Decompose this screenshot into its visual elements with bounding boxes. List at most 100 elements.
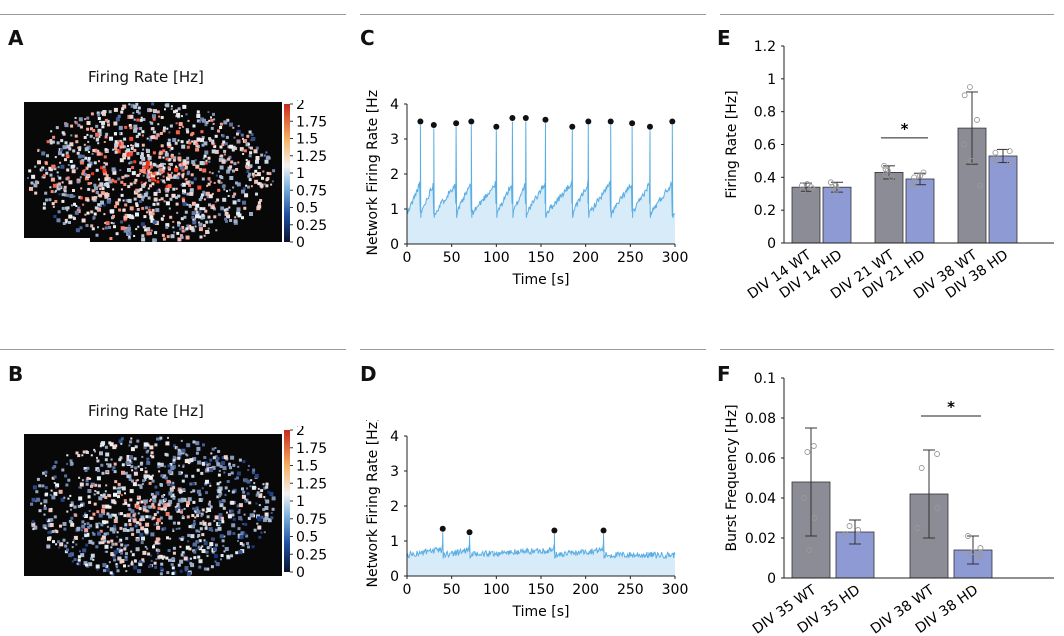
heat-pixel <box>180 234 183 238</box>
heat-pixel <box>205 121 209 124</box>
x-tick-label: 100 <box>483 582 510 598</box>
heat-pixel <box>247 469 250 471</box>
heat-pixel <box>85 563 88 567</box>
peak-marker <box>551 527 558 534</box>
heat-pixel <box>151 455 155 459</box>
heat-pixel <box>172 455 176 459</box>
heat-pixel <box>116 487 119 490</box>
heat-pixel <box>145 532 149 536</box>
heat-pixel <box>170 234 175 239</box>
bar <box>822 186 852 244</box>
heat-pixel <box>117 490 121 495</box>
heat-pixel <box>144 181 147 184</box>
heat-pixel <box>172 551 176 555</box>
heat-pixel <box>249 513 254 518</box>
heat-pixel <box>153 523 156 526</box>
heat-pixel <box>227 145 231 149</box>
heat-pixel <box>53 465 57 469</box>
heat-pixel <box>69 462 73 466</box>
heat-pixel <box>227 473 231 476</box>
heat-pixel <box>140 198 144 202</box>
heat-pixel <box>156 180 160 184</box>
heat-pixel <box>236 132 239 136</box>
heat-pixel <box>64 141 68 145</box>
heat-pixel <box>172 546 176 550</box>
heat-pixel <box>191 474 195 478</box>
colorbar-tick-label: 1.5 <box>296 459 318 475</box>
heat-pixel <box>186 140 190 144</box>
heat-pixel <box>68 553 73 558</box>
heat-pixel <box>139 485 143 489</box>
heat-pixel <box>198 198 202 202</box>
heat-pixel <box>126 234 129 236</box>
heat-pixel <box>90 484 93 488</box>
data-point <box>1006 148 1013 155</box>
heat-pixel <box>132 144 134 147</box>
heat-pixel <box>115 201 120 206</box>
heat-pixel <box>131 166 135 169</box>
heat-pixel <box>84 469 88 472</box>
heat-pixel <box>221 539 225 543</box>
heat-pixel <box>66 462 69 465</box>
heat-pixel <box>51 202 55 206</box>
heat-pixel <box>210 565 214 569</box>
heat-pixel <box>69 459 73 463</box>
heat-pixel <box>153 544 156 546</box>
heat-pixel <box>136 479 139 482</box>
heat-pixel <box>251 485 256 490</box>
heat-pixel <box>155 491 160 496</box>
heat-pixel <box>222 466 227 471</box>
heat-pixel <box>119 486 122 489</box>
heat-pixel <box>238 503 243 508</box>
heat-pixel <box>202 207 206 211</box>
heat-pixel <box>63 189 67 193</box>
heat-pixel <box>99 152 103 156</box>
heat-pixel <box>202 118 206 123</box>
heat-pixel <box>153 513 157 516</box>
heat-pixel <box>104 162 108 166</box>
heat-pixel <box>185 178 188 181</box>
y-tick-label: 1 <box>390 202 399 218</box>
heat-pixel <box>133 160 137 164</box>
heat-pixel <box>113 519 118 523</box>
heat-pixel <box>136 529 140 534</box>
heat-pixel <box>113 225 116 229</box>
heat-pixel <box>124 555 128 559</box>
heat-pixel <box>120 543 124 547</box>
heat-pixel <box>264 515 269 520</box>
heat-pixel <box>209 180 212 183</box>
heat-pixel <box>64 206 68 210</box>
heat-pixel <box>190 181 194 185</box>
heat-pixel <box>106 525 109 528</box>
heat-pixel <box>223 550 226 553</box>
heat-pixel <box>239 542 243 545</box>
heat-pixel <box>106 463 108 466</box>
heat-pixel <box>43 513 46 516</box>
heat-pixel <box>154 171 159 176</box>
heat-pixel <box>99 451 103 456</box>
heat-pixel <box>214 455 218 459</box>
heat-pixel <box>242 137 244 140</box>
heat-pixel <box>180 217 184 221</box>
heat-pixel <box>71 546 74 549</box>
heat-pixel <box>176 176 180 180</box>
heat-pixel <box>153 495 157 499</box>
heat-pixel <box>67 497 70 500</box>
heat-pixel <box>204 150 209 155</box>
heat-pixel <box>181 125 184 128</box>
heat-pixel <box>122 156 126 160</box>
heat-pixel <box>124 174 127 177</box>
heat-pixel <box>174 167 179 172</box>
rule-d <box>360 349 706 350</box>
heat-pixel <box>86 476 90 480</box>
heat-pixel <box>244 500 247 503</box>
heat-pixel <box>97 203 101 207</box>
heat-pixel <box>158 554 163 559</box>
heat-pixel <box>163 527 167 531</box>
heat-pixel <box>184 566 189 570</box>
heat-pixel <box>129 498 133 502</box>
heat-pixel <box>96 476 101 481</box>
heat-pixel <box>195 211 200 216</box>
heat-pixel <box>173 156 177 160</box>
heat-pixel <box>226 169 231 174</box>
